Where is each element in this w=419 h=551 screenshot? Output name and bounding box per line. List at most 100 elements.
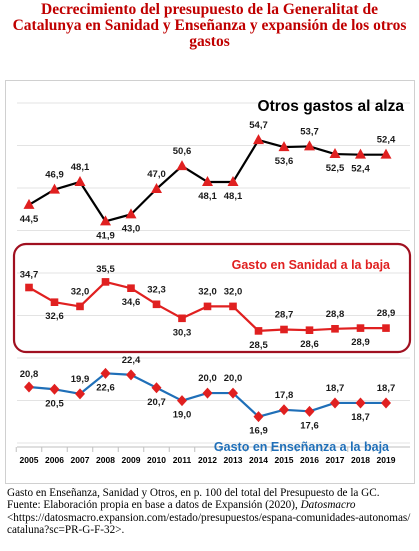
sanidad-box: [12, 242, 412, 354]
data-point: [380, 148, 392, 159]
x-tick-label: 2006: [45, 455, 64, 465]
data-point: [125, 208, 137, 219]
data-point: [278, 141, 290, 152]
page-title: Decrecimiento del presupuesto de la Gene…: [12, 1, 407, 50]
data-point: [176, 160, 188, 171]
line-chart: 2005 2006 2007 2008 2009 2010 2011 2012 2013 2014…: [12, 98, 412, 465]
data-label: 48,1: [71, 162, 90, 173]
series-title-otros: Otros gastos al alza: [258, 98, 405, 115]
x-tick-label: 2016: [300, 455, 319, 465]
data-label: 30,3: [173, 327, 192, 338]
data-label: 53,6: [275, 156, 294, 167]
data-point: [229, 302, 237, 311]
data-point: [356, 324, 365, 332]
data-point: [329, 148, 341, 159]
data-label: 52,4: [377, 135, 396, 146]
data-point: [151, 182, 162, 193]
x-tick-label: 2014: [249, 455, 268, 465]
x-tick-label: 2007: [71, 455, 90, 465]
data-point: [24, 381, 34, 393]
data-point: [127, 284, 135, 292]
data-label: 28,9: [351, 337, 370, 348]
x-tick-label: 2013: [224, 455, 243, 465]
data-point: [49, 383, 60, 395]
data-point: [23, 198, 35, 209]
data-point: [74, 175, 86, 186]
data-point: [279, 404, 289, 416]
data-label: 50,6: [173, 146, 192, 157]
data-label: 19,9: [71, 374, 90, 385]
data-point: [100, 215, 111, 226]
data-label: 22,6: [96, 382, 115, 393]
series-title-ensenanza: Gasto en Enseñanza a la baja: [214, 440, 390, 454]
x-tick-label: 2015: [275, 455, 294, 465]
caption: Gasto en Enseñanza, Sanidad y Otros, en …: [7, 487, 413, 536]
data-point: [202, 387, 213, 399]
x-tick-label: 2012: [198, 455, 217, 465]
data-label: 20,8: [20, 369, 39, 380]
data-label: 54,7: [249, 120, 268, 131]
data-point: [355, 148, 366, 159]
data-point: [25, 283, 33, 292]
data-point: [228, 387, 238, 399]
data-label: 18,7: [326, 383, 345, 394]
data-point: [49, 183, 60, 194]
data-point: [152, 300, 161, 309]
data-point: [227, 175, 239, 186]
data-label: 20,0: [198, 373, 217, 384]
x-tick-label: 2019: [377, 455, 396, 465]
data-label: 28,8: [326, 309, 345, 320]
data-point: [76, 302, 84, 311]
data-label: 32,0: [198, 286, 217, 297]
data-label: 22,4: [122, 355, 141, 366]
x-tick-label: 2010: [147, 455, 166, 465]
x-tick-label: 2011: [173, 455, 192, 465]
data-label: 28,7: [275, 310, 294, 321]
data-point: [126, 369, 136, 381]
x-tick-label: 2008: [96, 455, 115, 465]
data-point: [75, 388, 85, 400]
chart-frame: 2005 2006 2007 2008 2009 2010 2011 2012 2013 2014…: [5, 80, 415, 484]
caption-line-1: Gasto en Enseñanza, Sanidad y Otros, en …: [7, 487, 380, 499]
data-point: [101, 278, 110, 286]
caption-url: <https://datosmacro.expansion.com/estado…: [7, 511, 411, 536]
x-tick-label: 2017: [326, 455, 345, 465]
data-label: 46,9: [45, 170, 64, 181]
series-title-sanidad: Gasto en Sanidad a la baja: [232, 258, 391, 272]
data-point: [305, 326, 314, 334]
data-label: 28,6: [300, 339, 319, 350]
data-label: 47,0: [147, 169, 166, 180]
data-point: [304, 140, 315, 151]
data-point: [202, 175, 213, 186]
data-label: 16,9: [249, 426, 268, 437]
data-point: [253, 134, 264, 145]
data-point: [382, 324, 390, 332]
data-label: 43,0: [122, 223, 141, 234]
data-point: [330, 397, 340, 409]
caption-source: Fuente: Elaboración propia en base a dat…: [7, 499, 413, 511]
data-label: 41,9: [96, 230, 115, 241]
data-label: 32,0: [224, 286, 243, 297]
data-point: [381, 397, 391, 409]
data-label: 17,6: [300, 420, 319, 431]
data-point: [100, 367, 111, 379]
data-label: 28,5: [249, 340, 268, 351]
data-point: [280, 325, 288, 334]
caption-source-prefix: Fuente: Elaboración propia en base a dat…: [7, 499, 301, 512]
x-tick-label: 2005: [20, 455, 39, 465]
data-label: 20,5: [45, 398, 64, 409]
caption-source-name: Datosmacro: [300, 499, 356, 512]
data-label: 52,5: [326, 163, 345, 174]
x-tick-label: 2009: [122, 455, 141, 465]
data-label: 48,1: [198, 191, 217, 202]
data-label: 34,6: [122, 297, 141, 308]
data-label: 19,0: [173, 410, 192, 421]
data-label: 18,7: [351, 412, 370, 423]
data-point: [254, 327, 263, 335]
data-label: 28,9: [377, 308, 396, 319]
data-label: 52,4: [351, 164, 370, 175]
data-point: [203, 302, 212, 311]
data-label: 35,5: [96, 264, 115, 275]
data-point: [50, 298, 59, 306]
data-label: 17,8: [275, 390, 294, 401]
